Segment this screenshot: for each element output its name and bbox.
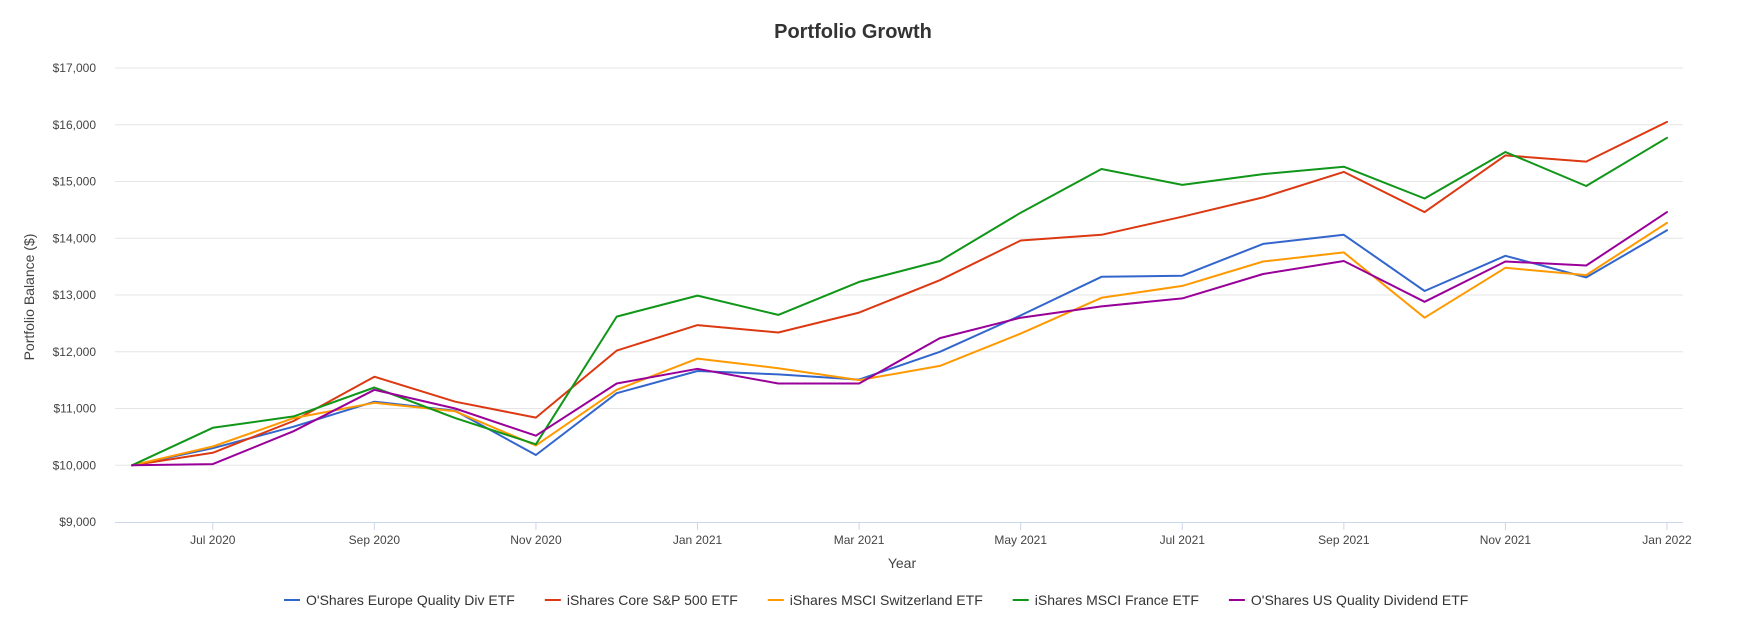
series-line-3 — [131, 136, 1668, 467]
gridlines — [115, 67, 1683, 466]
y-tick-label: $12,000 — [53, 345, 97, 359]
series-lines — [131, 120, 1668, 467]
y-tick-label: $10,000 — [53, 458, 97, 472]
legend-label: iShares Core S&P 500 ETF — [567, 592, 738, 608]
x-tick-label: Jul 2021 — [1160, 533, 1206, 547]
legend-label: iShares MSCI Switzerland ETF — [790, 592, 983, 608]
y-tick-label: $14,000 — [53, 231, 97, 245]
legend-label: O'Shares US Quality Dividend ETF — [1251, 592, 1468, 608]
y-tick-label: $9,000 — [59, 515, 96, 529]
legend-item-2[interactable]: iShares MSCI Switzerland ETF — [767, 592, 983, 608]
y-axis-title: Portfolio Balance ($) — [21, 234, 37, 361]
y-tick-label: $16,000 — [53, 118, 97, 132]
legend-item-0[interactable]: O'Shares Europe Quality Div ETF — [284, 592, 515, 608]
legend-label: O'Shares Europe Quality Div ETF — [306, 592, 515, 608]
series-line-1 — [131, 120, 1668, 467]
x-tick-label: May 2021 — [994, 533, 1047, 547]
y-tick-label: $11,000 — [54, 402, 97, 416]
x-tick-label: Sep 2020 — [349, 533, 401, 547]
y-tick-label: $17,000 — [53, 61, 97, 75]
y-axis-ticks: $9,000 $10,000 $11,000 $12,000 $13,000 $14,00… — [53, 61, 97, 529]
x-axis-title: Year — [888, 555, 917, 571]
x-tick-label: Jan 2021 — [673, 533, 723, 547]
series-line-4 — [131, 211, 1668, 467]
legend-item-1[interactable]: iShares Core S&P 500 ETF — [544, 592, 738, 608]
legend-item-4[interactable]: O'Shares US Quality Dividend ETF — [1228, 592, 1468, 608]
x-tick-label: Sep 2021 — [1318, 533, 1370, 547]
x-tick-label: Jul 2020 — [190, 533, 236, 547]
legend-item-3[interactable]: iShares MSCI France ETF — [1012, 592, 1199, 608]
x-tick-label: Nov 2021 — [1480, 533, 1532, 547]
chart-title: Portfolio Growth — [774, 21, 932, 43]
series-line-2 — [131, 221, 1668, 467]
x-tick-label: Jan 2022 — [1642, 533, 1692, 547]
y-tick-label: $13,000 — [53, 288, 97, 302]
legend-label: iShares MSCI France ETF — [1035, 592, 1199, 608]
y-tick-label: $15,000 — [53, 175, 97, 189]
x-tick-label: Nov 2020 — [510, 533, 562, 547]
x-axis-ticks: Jul 2020 Sep 2020 Nov 2020 Jan 2021 Mar 2021… — [190, 522, 1692, 547]
legend: O'Shares Europe Quality Div ETF iShares C… — [284, 592, 1468, 608]
x-tick-label: Mar 2021 — [834, 533, 885, 547]
series-line-0 — [131, 229, 1668, 467]
